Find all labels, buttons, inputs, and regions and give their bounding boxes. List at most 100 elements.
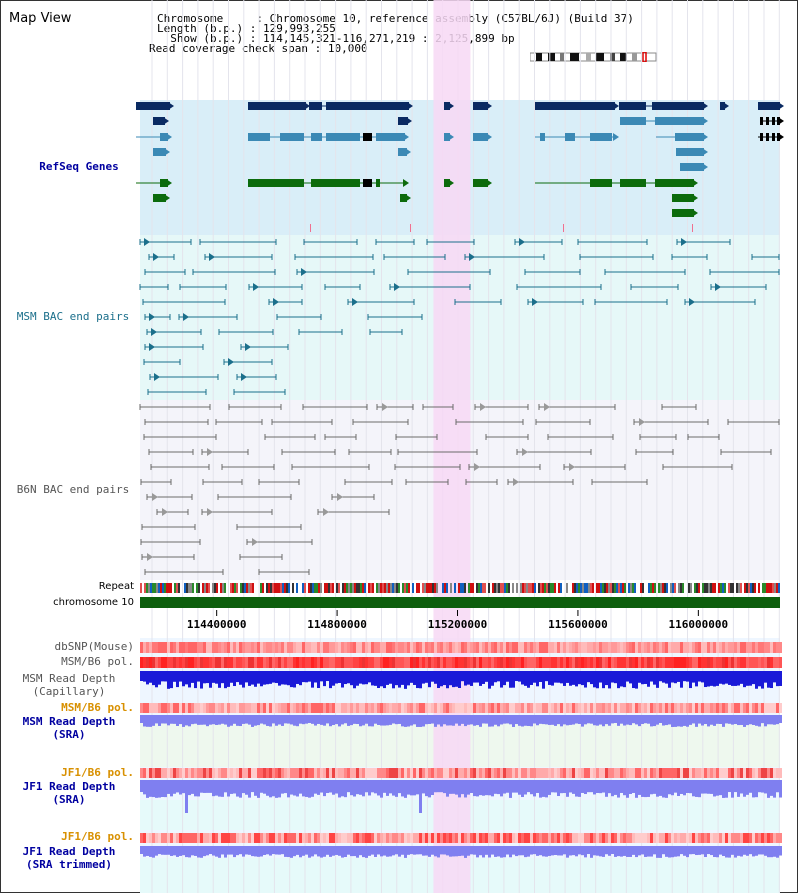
gene-row3a-strand-arrow	[166, 133, 172, 141]
msm-b6-pol-cell	[527, 657, 530, 668]
jf1-b6-pol2-cell	[530, 833, 533, 843]
repeat-segment	[500, 583, 502, 593]
msm-depth-cap-bar	[362, 671, 365, 685]
repeat-segment	[550, 583, 552, 593]
jf1-b6-pol-cell	[230, 768, 233, 778]
msm-b6-pol2-cell	[398, 703, 401, 713]
jf1-b6-pol2-cell	[689, 833, 692, 843]
msm-b6-pol-cell	[422, 657, 425, 668]
msm-b6-pol2-cell	[563, 703, 566, 713]
msm-depth-sra-bar	[665, 715, 668, 726]
msm-depth-cap-bar	[527, 671, 530, 688]
jf1-depth-sra-bar	[710, 780, 713, 794]
jf1-depth-sra-bar	[530, 780, 533, 795]
jf1-depth-trim-bar	[314, 846, 317, 855]
jf1-b6-pol2-cell	[533, 833, 536, 843]
repeat-segment	[494, 583, 496, 593]
jf1-b6-pol2-cell	[572, 833, 575, 843]
chromosome-ideogram[interactable]	[530, 52, 658, 62]
gene-row1d-exon	[444, 102, 450, 110]
repeat-segment	[164, 583, 166, 593]
msm-depth-sra-bar	[434, 715, 437, 727]
msm-b6-pol2-cell	[485, 703, 488, 713]
jf1-b6-pol2-cell	[662, 833, 665, 843]
jf1-depth-trim-bar	[593, 846, 596, 856]
jf1-b6-pol-cell	[704, 768, 707, 778]
msm-b6-pol2-cell	[773, 703, 776, 713]
msm-b6-pol-cell	[728, 657, 731, 668]
repeat-segment	[602, 583, 604, 593]
jf1-depth-trim-bar	[203, 846, 206, 857]
msm-b6-pol2-cell	[665, 703, 668, 713]
gene-row1a-strand-arrow	[168, 102, 174, 110]
msm-depth-cap-bar	[419, 671, 422, 689]
jf1-b6-pol2-cell	[740, 833, 743, 843]
msm-b6-pol2-cell	[554, 703, 557, 713]
repeat-segment	[702, 583, 704, 593]
jf1-b6-pol2-cell	[251, 833, 254, 843]
jf1-b6-pol2-cell	[419, 833, 422, 843]
repeat-segment	[578, 583, 580, 593]
msm-depth-cap-bar	[140, 671, 143, 682]
msm-depth-sra-bar	[275, 715, 278, 726]
msm-b6-pol-cell	[176, 657, 179, 668]
jf1-b6-pol-cell	[206, 768, 209, 778]
repeat-segment	[418, 583, 420, 593]
jf1-b6-pol2-cell	[761, 833, 764, 843]
msm-depth-sra-bar	[635, 715, 638, 725]
jf1-depth-trim-bar	[629, 846, 632, 857]
msm-b6-pol2-cell	[269, 703, 272, 713]
jf1-b6-pol-cell	[236, 768, 239, 778]
jf1-depth-sra-bar	[527, 780, 530, 793]
jf1-depth-sra-bar	[521, 780, 524, 798]
jf1-b6-pol-cell	[698, 768, 701, 778]
gene-row3b-exon	[311, 133, 322, 141]
msm-b6-pol-cell	[743, 657, 746, 668]
msm-b6-pol2-cell	[179, 703, 182, 713]
jf1-depth-sra-bar	[179, 780, 182, 795]
jf1-depth-trim-bar	[425, 846, 428, 856]
dbsnp-cell	[215, 642, 218, 653]
jf1-depth-sra-bar	[374, 780, 377, 794]
repeat-segment	[516, 583, 518, 593]
jf1-depth-sra-bar	[269, 780, 272, 798]
msm-b6-pol-cell	[548, 657, 551, 668]
jf1-b6-pol-cell	[467, 768, 470, 778]
jf1-b6-pol-cell	[311, 768, 314, 778]
dbsnp-cell	[191, 642, 194, 653]
jf1-b6-pol2-cell	[539, 833, 542, 843]
jf1-b6-pol2-cell	[764, 833, 767, 843]
msm-depth-sra-bar	[737, 715, 740, 726]
dbsnp-cell	[506, 642, 509, 653]
jf1-b6-pol2-cell	[401, 833, 404, 843]
jf1-depth-sra-bar	[605, 780, 608, 797]
dbsnp-cell	[209, 642, 212, 653]
dbsnp-cell	[542, 642, 545, 653]
b6n-pair-arrow	[639, 418, 645, 426]
repeat-segment	[212, 583, 214, 593]
jf1-depth-sra-bar	[410, 780, 413, 796]
msm-b6-pol2-cell	[374, 703, 377, 713]
msm-b6-pol2-cell	[173, 703, 176, 713]
jf1-b6-pol2-cell	[452, 833, 455, 843]
msm-depth-cap-bar	[575, 671, 578, 687]
jf1-b6-pol2-cell	[626, 833, 629, 843]
msm-depth-sra-bar	[575, 715, 578, 724]
jf1-depth-trim-bar	[743, 846, 746, 855]
repeat-segment	[338, 583, 340, 593]
repeat-segment	[406, 583, 408, 593]
repeat-segment	[152, 583, 154, 593]
dbsnp-cell	[653, 642, 656, 653]
msm-depth-sra-bar	[563, 715, 566, 725]
repeat-segment	[470, 583, 472, 593]
jf1-b6-pol2-cell	[497, 833, 500, 843]
msm-b6-pol-cell	[272, 657, 275, 668]
msm-depth-sra-bar	[524, 715, 527, 726]
dbsnp-cell	[590, 642, 593, 653]
repeat-segment	[316, 583, 318, 593]
jf1-depth-trim-bar	[422, 846, 425, 856]
b6n-pair-arrow	[152, 493, 158, 501]
jf1-depth-sra-bar	[758, 780, 761, 793]
jf1-depth-trim-bar	[761, 846, 764, 855]
